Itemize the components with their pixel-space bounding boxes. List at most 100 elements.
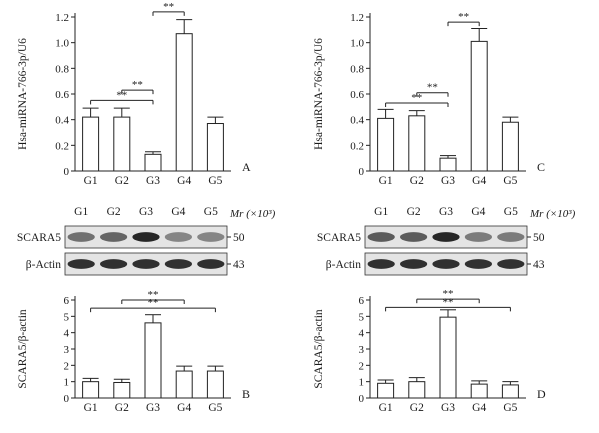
y-tick-label: 0.6 <box>55 89 69 101</box>
blot-band <box>497 259 525 269</box>
bar <box>470 40 488 172</box>
lane-label: G4 <box>471 206 485 218</box>
western-blot-left: G1 G2 G3 G4 G5 Mr (×10³) SCARA5 50 β-Actin 43 <box>0 196 300 282</box>
lane-label: G1 <box>374 206 388 218</box>
blot-band <box>464 259 493 269</box>
bar <box>408 115 426 172</box>
bar <box>144 322 162 399</box>
x-tick-label: G5 <box>208 175 222 187</box>
chart-d-svg: 0 1 2 3 4 5 6 SCARA5/β-actin G1 G2 G3 G4 G5 **** D <box>313 288 546 414</box>
x-tick-label: G5 <box>503 175 517 187</box>
y-axis-label: Hsa-miRNA-766-3p/U6 <box>17 38 29 150</box>
blot-band <box>367 259 395 269</box>
bar <box>113 381 131 399</box>
significance-label: ** <box>132 79 143 91</box>
y-axis-label: Hsa-miRNA-766-3p/U6 <box>313 38 325 150</box>
x-tick-label: G1 <box>379 402 393 414</box>
significance-label: ** <box>116 89 127 101</box>
bar <box>144 153 162 172</box>
y-tick-label: 0 <box>359 166 365 178</box>
significance-label: ** <box>427 82 438 94</box>
lane-label: G4 <box>171 206 185 218</box>
y-tick-label: 1 <box>359 377 365 389</box>
bar <box>439 316 457 399</box>
blot-band <box>164 259 193 269</box>
blot-row-label: SCARA5 <box>17 232 61 244</box>
blot-band <box>197 232 225 242</box>
bar <box>175 370 193 399</box>
x-tick-label: G1 <box>379 175 393 187</box>
y-tick-label: 4 <box>64 328 70 340</box>
y-tick-label: 3 <box>64 344 70 356</box>
blot-row-label: β-Actin <box>26 259 61 271</box>
x-tick-label: G4 <box>472 402 486 414</box>
bar <box>175 33 193 172</box>
chart-c-svg: 0 0.2 0.4 0.6 0.8 1.0 1.2 Hsa-miRNA-766-3p/U6 G1… <box>313 11 545 187</box>
y-tick-label: 0.2 <box>350 140 364 152</box>
blot-band <box>99 259 128 269</box>
x-tick-label: G3 <box>441 402 455 414</box>
western-blot-right-svg: G1 G2 G3 G4 G5 Mr (×10³) SCARA5 50 β-Actin 43 <box>317 206 576 276</box>
blot-band <box>399 232 428 242</box>
blot-band <box>367 232 395 242</box>
y-tick-label: 0.4 <box>350 115 364 127</box>
blot-band <box>99 232 128 242</box>
y-tick-label: 1.0 <box>350 38 364 50</box>
y-tick-label: 1.0 <box>55 38 69 50</box>
x-tick-label: G3 <box>146 402 160 414</box>
x-tick-label: G5 <box>503 402 517 414</box>
x-tick-label: G2 <box>410 175 424 187</box>
significance-label: ** <box>163 1 174 13</box>
lane-label: G5 <box>204 206 218 218</box>
lane-label: G3 <box>139 206 153 218</box>
mr-marker-label: 50 <box>533 232 545 244</box>
x-tick-label: G4 <box>177 175 191 187</box>
y-tick-label: 1.2 <box>55 12 69 24</box>
lane-label: G5 <box>504 206 518 218</box>
blot-row-label: SCARA5 <box>317 232 361 244</box>
lane-label: G2 <box>407 206 421 218</box>
x-tick-label: G1 <box>84 402 98 414</box>
y-tick-label: 0.4 <box>55 115 69 127</box>
y-tick-label: 0 <box>64 166 70 178</box>
chart-panel-c: 0 0.2 0.4 0.6 0.8 1.0 1.2 Hsa-miRNA-766-3p/U6 G1… <box>300 0 599 190</box>
blot-band <box>497 232 525 242</box>
significance-label: ** <box>458 11 469 23</box>
chart-panel-a: 0 0.2 0.4 0.6 0.8 1.0 1.2 Hsa-miRNA-766-3p/U6 G1… <box>0 0 300 190</box>
bar <box>377 382 395 399</box>
y-tick-label: 5 <box>64 311 70 323</box>
significance-label: ** <box>411 92 422 104</box>
lane-label: G1 <box>74 206 88 218</box>
blot-band <box>399 259 428 269</box>
chart-panel-d: 0 1 2 3 4 5 6 SCARA5/β-actin G1 G2 G3 G4 G5 ** ** D <box>300 285 599 428</box>
y-axis-label: SCARA5/β-actin <box>17 309 29 389</box>
significance-label: ** <box>443 296 454 308</box>
lane-label: G2 <box>107 206 121 218</box>
x-tick-label: G3 <box>146 175 160 187</box>
x-tick-label: G4 <box>472 175 486 187</box>
panel-letter: A <box>242 160 251 174</box>
blot-row-label: β-Actin <box>326 259 361 271</box>
lane-label: G3 <box>439 206 453 218</box>
bar <box>439 157 457 172</box>
x-tick-label: G5 <box>208 402 222 414</box>
y-tick-label: 1.2 <box>350 12 364 24</box>
x-tick-label: G3 <box>441 175 455 187</box>
mr-label: Mr (×10³) <box>229 208 276 220</box>
bar <box>206 370 224 399</box>
bar <box>377 117 395 172</box>
blot-band <box>197 259 225 269</box>
bar <box>206 123 224 172</box>
y-tick-label: 2 <box>64 360 70 372</box>
y-tick-label: 0.6 <box>350 89 364 101</box>
y-tick-label: 5 <box>359 311 365 323</box>
mr-label: Mr (×10³) <box>529 208 576 220</box>
x-tick-label: G2 <box>410 402 424 414</box>
mr-marker-label: 50 <box>233 232 245 244</box>
y-tick-label: 0.2 <box>55 140 69 152</box>
bar <box>113 116 131 172</box>
x-tick-label: G1 <box>84 175 98 187</box>
x-tick-label: G2 <box>115 175 129 187</box>
y-tick-label: 0.8 <box>350 63 364 75</box>
y-tick-label: 2 <box>359 360 365 372</box>
